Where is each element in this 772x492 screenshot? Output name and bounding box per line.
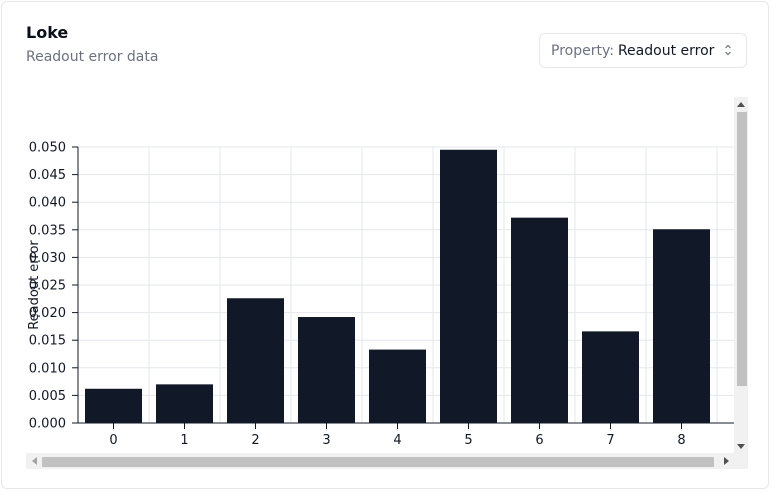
x-tick-label: 7: [606, 433, 614, 448]
x-tick-label: 0: [109, 433, 117, 448]
bar-7: [582, 331, 639, 423]
y-tick-label: 0.000: [29, 417, 66, 432]
property-select[interactable]: Property: Readout error: [539, 33, 747, 68]
x-tick-label: 2: [251, 433, 259, 448]
card-title: Loke: [26, 23, 69, 42]
chevron-up-down-icon: [725, 44, 731, 56]
y-tick-label: 0.030: [29, 251, 66, 266]
bar-0: [85, 388, 142, 423]
x-tick-label: 5: [464, 433, 472, 448]
scroll-right-icon[interactable]: [724, 457, 729, 465]
scroll-up-icon[interactable]: [737, 102, 745, 107]
horizontal-scrollbar[interactable]: [26, 453, 748, 469]
y-tick-label: 0.040: [29, 196, 66, 211]
bar-4: [369, 349, 426, 423]
y-tick-label: 0.045: [29, 168, 66, 183]
bar-3: [298, 317, 355, 423]
y-tick-label: 0.025: [29, 279, 66, 294]
y-tick-label: 0.010: [29, 361, 66, 376]
y-tick-label: 0.020: [29, 306, 66, 321]
bar-2: [227, 298, 284, 423]
x-tick-label: 1: [180, 433, 188, 448]
y-tick-label: 0.015: [29, 334, 66, 349]
scroll-left-icon[interactable]: [32, 457, 37, 465]
bar-8: [653, 229, 710, 423]
y-tick-label: 0.035: [29, 223, 66, 238]
card-subtitle: Readout error data: [26, 49, 159, 65]
x-tick-label: 6: [535, 433, 543, 448]
horizontal-scroll-thumb[interactable]: [42, 457, 714, 467]
scroll-down-icon[interactable]: [737, 444, 745, 449]
x-tick-label: 3: [322, 433, 330, 448]
y-tick-label: 0.005: [29, 389, 66, 404]
bar-chart: 0.000 0.005 0.010 0.015 0.020 0.025 0.030 0.035…: [27, 141, 734, 448]
property-select-value: Readout error: [617, 42, 715, 59]
y-tick-label: 0.050: [29, 141, 66, 156]
bar-6: [511, 217, 568, 423]
bar-1: [156, 384, 213, 423]
bar-5: [440, 149, 497, 423]
y-axis-label: Readout error: [27, 240, 42, 330]
vertical-scroll-thumb[interactable]: [737, 112, 747, 386]
x-tick-label: 8: [677, 433, 685, 448]
chart-scroll-area[interactable]: 0.000 0.005 0.010 0.015 0.020 0.025 0.030 0.035…: [26, 97, 748, 469]
property-select-prefix: Property:: [551, 42, 614, 59]
x-tick-label: 4: [393, 433, 401, 448]
vertical-scrollbar[interactable]: [734, 97, 748, 453]
